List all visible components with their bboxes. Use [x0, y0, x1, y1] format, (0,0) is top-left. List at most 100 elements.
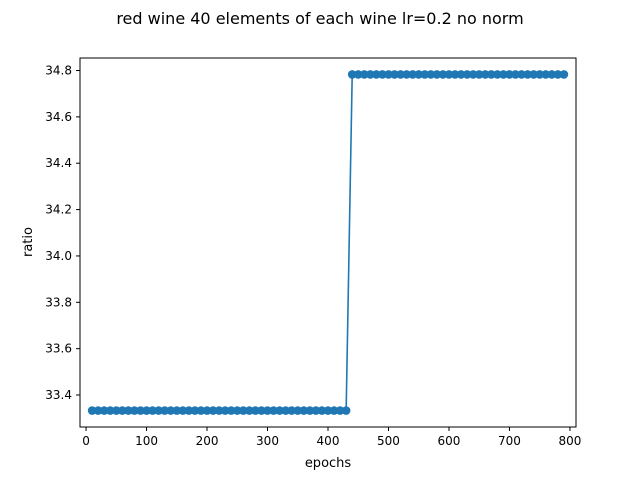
data-point — [329, 406, 339, 415]
x-tick-label: 200 — [196, 434, 219, 448]
data-point — [239, 406, 248, 415]
data-point — [559, 70, 569, 79]
y-tick-label: 34.6 — [45, 110, 72, 124]
data-point — [208, 406, 218, 415]
data-point — [541, 70, 551, 79]
y-axis-label: ratio — [21, 227, 36, 257]
data-point — [414, 70, 424, 79]
y-axis: 33.4 33.6 33.8 34.0 34.2 34.4 34.6 34.8 — [45, 64, 80, 402]
x-tick-label: 400 — [317, 434, 340, 448]
axes-frame — [79, 57, 577, 428]
data-point — [263, 406, 272, 415]
data-point — [390, 70, 399, 79]
data-point — [166, 406, 176, 415]
x-axis: 0 100 200 300 400 500 600 700 800 — [82, 427, 581, 448]
data-point — [293, 406, 303, 415]
data-point — [511, 70, 520, 79]
data-point — [341, 406, 351, 415]
y-tick-label: 34.8 — [45, 64, 72, 78]
data-point — [130, 406, 139, 415]
data-point — [335, 406, 345, 415]
data-point — [281, 406, 290, 415]
x-tick-label: 600 — [438, 434, 461, 448]
x-tick-label: 700 — [498, 434, 521, 448]
data-point — [99, 406, 109, 415]
data-point — [202, 406, 212, 415]
data-point — [190, 406, 200, 415]
chart-title: red wine 40 elements of each wine lr=0.2… — [116, 9, 523, 28]
data-point — [323, 406, 333, 415]
data-point — [184, 406, 194, 415]
data-point — [287, 406, 297, 415]
data-point — [245, 406, 254, 415]
data-point — [378, 70, 387, 79]
x-tick-label: 0 — [82, 434, 90, 448]
x-tick-label: 800 — [558, 434, 581, 448]
y-tick-label: 34.4 — [45, 156, 72, 170]
data-point — [317, 406, 327, 415]
data-point — [105, 406, 115, 415]
y-tick-label: 33.4 — [45, 388, 72, 402]
data-point — [547, 70, 557, 79]
data-point — [462, 70, 472, 79]
data-point — [87, 406, 97, 415]
data-point — [384, 70, 393, 79]
data-point — [444, 70, 454, 79]
series-line — [92, 73, 564, 412]
data-point — [456, 70, 466, 79]
y-tick-label: 33.8 — [45, 295, 72, 309]
data-point — [148, 406, 157, 415]
data-point — [111, 406, 121, 415]
y-tick-label: 34.0 — [45, 249, 72, 263]
data-point — [402, 70, 411, 79]
data-point — [196, 406, 206, 415]
plot-area — [87, 70, 569, 415]
data-point — [487, 70, 496, 79]
data-point — [154, 406, 163, 415]
data-point — [172, 406, 182, 415]
data-point — [299, 406, 309, 415]
data-point — [535, 70, 545, 79]
data-point — [93, 406, 103, 415]
data-point — [396, 70, 405, 79]
data-point — [450, 70, 460, 79]
data-point — [408, 70, 417, 79]
data-point — [275, 406, 284, 415]
data-point — [517, 70, 526, 79]
data-point — [142, 406, 151, 415]
data-point — [553, 70, 563, 79]
x-tick-label: 300 — [256, 434, 279, 448]
data-point — [523, 70, 532, 79]
data-point — [505, 70, 514, 79]
data-point — [118, 406, 127, 415]
data-point — [214, 406, 224, 415]
data-point — [438, 70, 448, 79]
data-point — [160, 406, 169, 415]
y-tick-label: 34.2 — [45, 203, 72, 217]
data-point — [432, 70, 442, 79]
data-point — [499, 70, 508, 79]
data-point — [220, 406, 230, 415]
data-point — [468, 70, 478, 79]
data-point — [311, 406, 321, 415]
data-point — [257, 406, 266, 415]
data-point — [359, 70, 369, 79]
data-point — [251, 406, 260, 415]
data-point — [124, 406, 133, 415]
data-point — [178, 406, 188, 415]
y-tick-label: 33.6 — [45, 342, 72, 356]
data-point — [347, 70, 357, 79]
x-tick-label: 500 — [377, 434, 400, 448]
x-tick-label: 100 — [135, 434, 158, 448]
data-point — [529, 70, 538, 79]
data-point — [480, 70, 490, 79]
x-axis-label: epochs — [305, 456, 352, 471]
data-point — [372, 70, 381, 79]
data-point — [474, 70, 484, 79]
data-point — [366, 70, 375, 79]
data-point — [136, 406, 145, 415]
data-point — [226, 406, 236, 415]
data-point — [420, 70, 430, 79]
data-point — [353, 70, 363, 79]
